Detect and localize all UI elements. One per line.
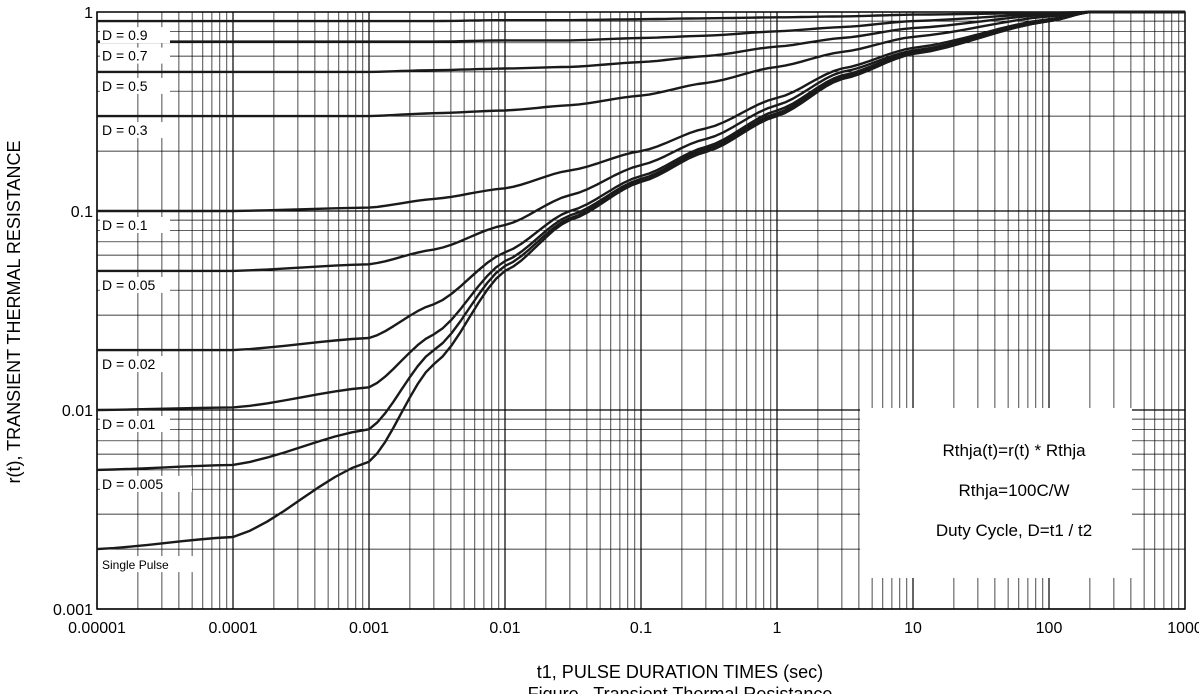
x-tick-label: 0.0001 — [209, 620, 258, 637]
series-label-bg — [100, 556, 200, 573]
series-line — [97, 10, 1185, 118]
series-label-bg — [100, 122, 170, 139]
series-line — [96, 10, 1185, 551]
x-axis-title: t1, PULSE DURATION TIMES (sec) — [537, 662, 823, 682]
y-tick-label: 0.01 — [62, 403, 93, 420]
y-tick-label: 0.1 — [71, 204, 93, 221]
x-tick-label: 0.01 — [489, 620, 520, 637]
series-label-bg — [100, 276, 170, 293]
y-tick-label: 1 — [84, 5, 93, 22]
series-label-bg — [100, 416, 170, 432]
series-label-bg — [100, 217, 170, 233]
note-box-layer: Rthja(t)=r(t) * Rthja Rthja=100C/W Duty Cy… — [860, 408, 1132, 578]
x-tick-label: 0.1 — [630, 620, 652, 637]
axis-title-layer: t1, PULSE DURATION TIMES (sec) Figure . … — [4, 140, 832, 694]
plot-frame — [96, 11, 1186, 610]
note-line: Rthja(t)=r(t) * Rthja — [942, 441, 1086, 460]
series-label-bg — [100, 356, 170, 373]
curve-label-layer: D = 0.9 D = 0.7 D = 0.5 D = 0.3 D = 0.1 D = 0… — [100, 27, 200, 573]
y-axis-title: r(t), TRANSIENT THERMAL RESISTANCE — [4, 140, 24, 483]
series-line — [97, 10, 1185, 23]
series-label: D = 0.9 — [102, 27, 148, 43]
note-box — [860, 408, 1132, 578]
series-label-bg — [100, 475, 192, 492]
series-label-bg — [100, 77, 170, 94]
tick-label-layer: 0.00001 0.0001 0.001 0.01 0.1 1 10 100 1000 0.001… — [53, 5, 1199, 637]
series-label-bg — [100, 47, 170, 64]
series-label: D = 0.3 — [102, 122, 148, 138]
series-label: Single Pulse — [102, 558, 169, 572]
x-tick-label: 1000 — [1167, 620, 1199, 637]
figure-caption: Figure . Transient Thermal Resistance — [528, 684, 833, 694]
series-label: D = 0.05 — [102, 277, 156, 293]
series-line — [97, 10, 1185, 43]
x-tick-label: 0.00001 — [68, 620, 126, 637]
series-label: D = 0.01 — [102, 416, 156, 432]
curve-layer — [96, 10, 1185, 551]
series-label: D = 0.02 — [102, 356, 156, 372]
series-line — [97, 10, 1185, 74]
x-tick-label: 100 — [1036, 620, 1063, 637]
note-line: Duty Cycle, D=t1 / t2 — [936, 521, 1092, 540]
series-label: D = 0.5 — [102, 78, 148, 94]
y-tick-label: 0.001 — [53, 602, 93, 619]
grid-layer — [96, 11, 1186, 610]
series-label: D = 0.005 — [102, 476, 163, 492]
series-label: D = 0.7 — [102, 48, 148, 64]
x-tick-label: 1 — [773, 620, 782, 637]
x-tick-label: 0.001 — [349, 620, 389, 637]
x-tick-label: 10 — [904, 620, 922, 637]
series-label: D = 0.1 — [102, 217, 148, 233]
note-line: Rthja=100C/W — [958, 481, 1069, 500]
series-label-bg — [100, 27, 170, 44]
